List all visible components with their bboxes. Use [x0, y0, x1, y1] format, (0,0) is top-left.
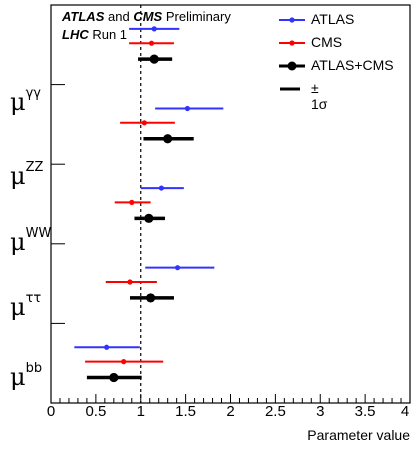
tick-marks: [50, 84, 411, 403]
atlas-point: [151, 26, 157, 32]
x-tick-label: 3: [316, 403, 325, 420]
combined-point: [144, 213, 154, 223]
experiment-annotation: ATLAS and CMS Preliminary: [62, 9, 231, 24]
data-marks: [74, 26, 224, 383]
and-text: and: [108, 9, 130, 24]
x-axis-label: Parameter value: [307, 427, 410, 443]
legend-symbol-combined: [279, 61, 305, 71]
run-annotation: LHC Run 1: [62, 27, 127, 42]
x-tick-label: 2: [226, 403, 235, 420]
cms-point: [121, 359, 127, 365]
param-label-zz: μZZ: [10, 160, 44, 190]
atlas-point: [184, 105, 191, 112]
x-tick-label: 4: [400, 403, 410, 420]
legend-label-combined: ATLAS+CMS: [311, 57, 394, 73]
x-tick-label: 0.5: [85, 403, 107, 420]
param-label-tau-tau: μττ: [10, 291, 42, 321]
param-label-ww: μWW: [10, 226, 52, 256]
x-tick-label: 1: [136, 403, 145, 420]
combined-point: [149, 54, 159, 64]
combined-point: [163, 134, 173, 144]
x-tick-label: 2.5: [264, 403, 286, 420]
atlas-point: [104, 344, 110, 350]
cms-name: CMS: [133, 9, 163, 24]
legend-label-cms: CMS: [311, 34, 343, 50]
preliminary-text: Preliminary: [165, 9, 231, 24]
cms-point: [141, 120, 147, 126]
param-label-gamma-gamma: μγγ: [10, 86, 41, 116]
run-text: Run 1: [92, 27, 128, 42]
atlas-point: [174, 265, 181, 271]
atlas-name: ATLAS: [62, 9, 105, 24]
lhc-name: LHC: [62, 27, 89, 42]
cms-point: [127, 279, 133, 285]
cms-point: [129, 199, 135, 206]
legend-symbol-cms: [279, 40, 305, 46]
x-tick-label: 0: [46, 403, 56, 420]
legend-symbol-atlas: [279, 17, 305, 23]
x-tick-label: 1.5: [175, 403, 197, 420]
param-label-bb: μbb: [10, 361, 43, 391]
cms-point: [148, 40, 155, 46]
combined-point: [109, 372, 119, 383]
combined-point: [146, 293, 156, 303]
legend-label-sigma: ± 1σ: [311, 80, 328, 112]
legend-symbol-sigma: [280, 87, 300, 91]
legend-label-atlas: ATLAS: [311, 11, 355, 27]
atlas-point: [158, 185, 164, 191]
x-tick-label: 3.5: [354, 403, 376, 420]
